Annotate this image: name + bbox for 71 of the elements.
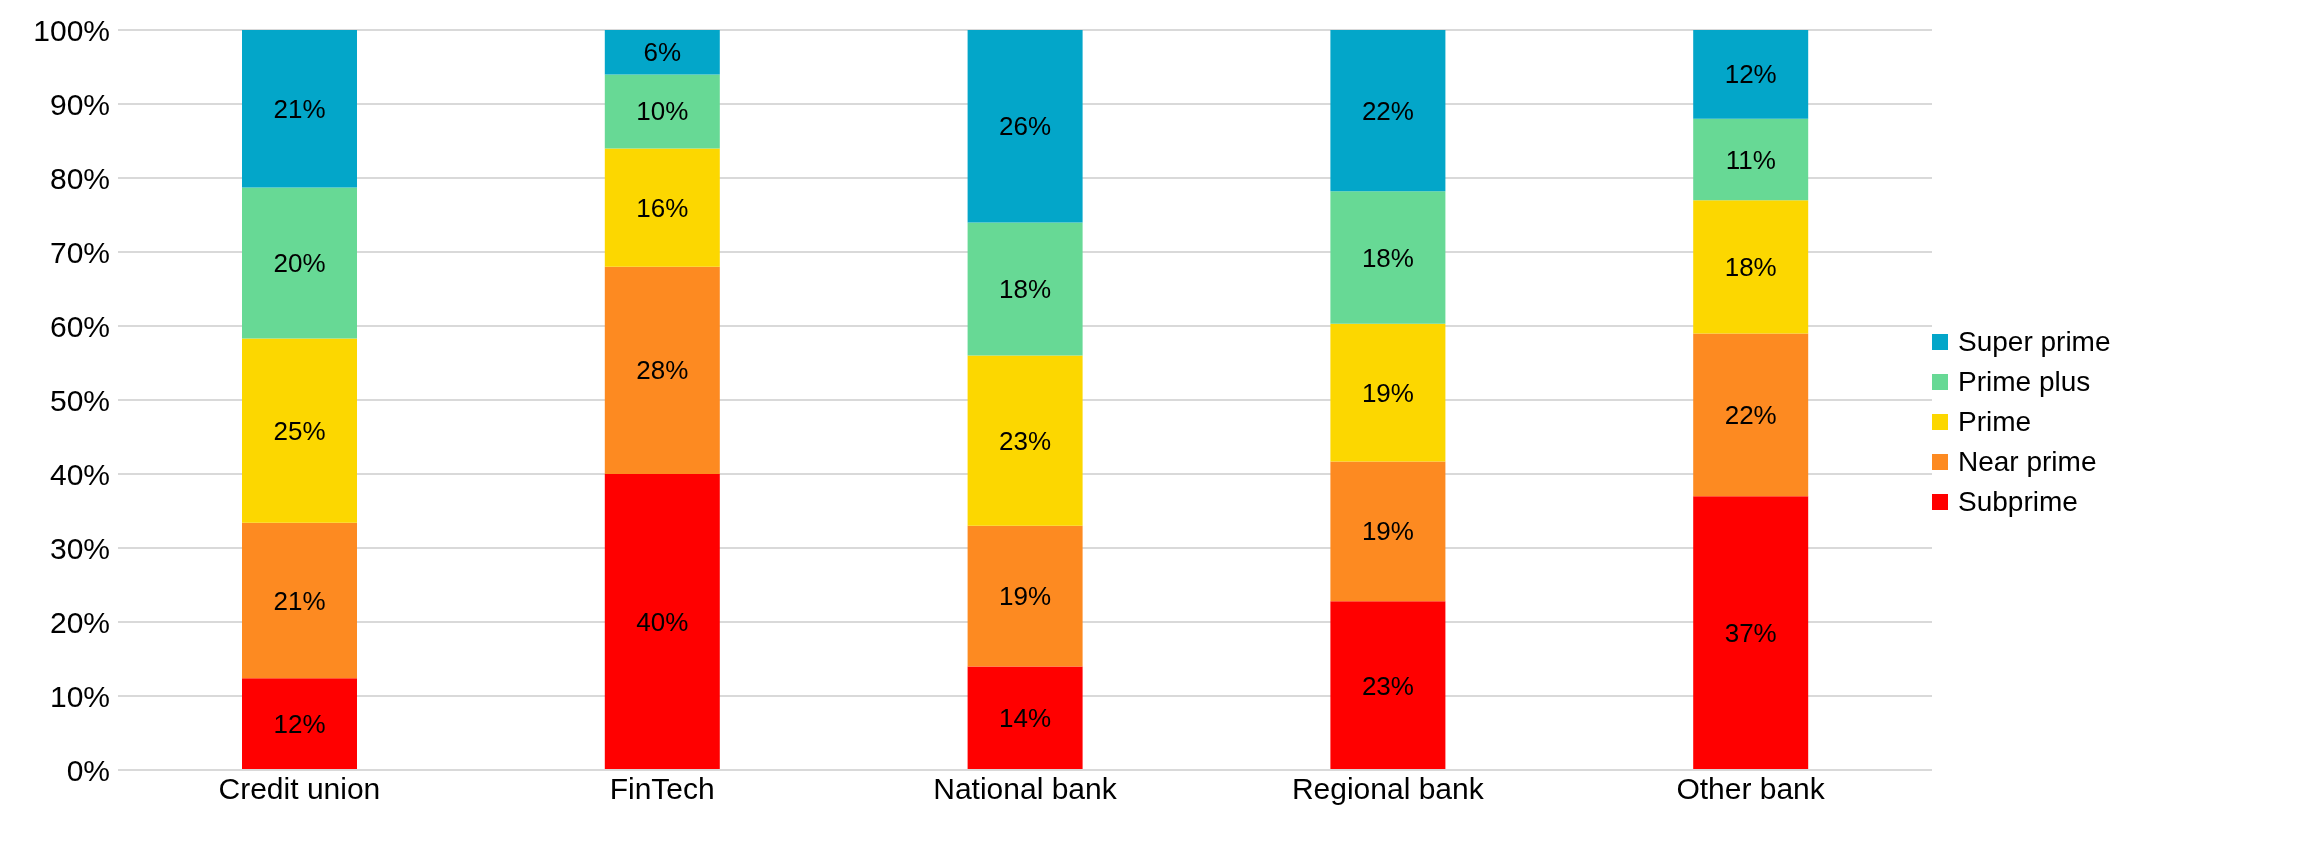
data-label: 14% [999,703,1052,734]
y-tick-label: 30% [49,531,110,565]
data-label: 10% [636,96,689,127]
data-label: 28% [636,355,689,386]
bar [242,678,357,770]
y-tick-label: 80% [49,161,110,195]
data-label: 20% [273,248,326,279]
bar [242,338,357,523]
x-tick-label: Regional bank [1291,772,1485,806]
x-tick-label: Credit union [218,772,381,806]
y-tick-label: 10% [49,679,110,713]
data-label: 16% [636,192,689,223]
data-label: 25% [273,415,326,446]
data-label: 18% [1361,242,1414,273]
y-tick-label: 70% [49,235,110,269]
data-label: 40% [636,607,689,637]
y-tick-label: 100% [33,13,110,47]
x-tick-label: FinTech [609,772,715,806]
bar [604,30,720,75]
legend-label: Prime [1958,405,2032,438]
y-tick-label: 60% [49,309,110,343]
data-label: 26% [999,111,1052,142]
bar [604,74,720,149]
bar [1330,323,1446,462]
data-label: 22% [1724,399,1777,430]
data-label: 18% [999,274,1052,304]
legend-label: Near prime [1958,445,2097,478]
data-label: 12% [1724,59,1777,90]
data-label: 22% [1361,95,1414,126]
bar [967,222,1083,356]
bar [967,525,1083,667]
bar [604,474,720,770]
data-label: 18% [1724,251,1777,282]
y-tick-label: 50% [49,383,110,417]
data-label: 19% [999,581,1052,612]
data-label: 19% [1361,377,1414,408]
x-tick-label: National bank [933,772,1118,806]
bar [242,30,357,188]
data-label: 12% [273,709,326,740]
data-label: 21% [273,93,326,124]
y-tick-label: 20% [49,605,110,639]
data-label: 11% [1725,144,1776,175]
bar [1330,191,1446,324]
y-tick-label: 90% [49,87,110,121]
data-label: 21% [273,585,326,616]
data-label: 23% [1361,670,1414,701]
bar [1693,333,1809,497]
bar [1693,200,1809,334]
bar [1330,601,1446,770]
x-tick-label: Other bank [1676,772,1826,806]
bar [967,30,1083,223]
bar [1693,30,1809,119]
bar [1330,30,1446,192]
data-label: 6% [643,37,682,68]
data-label: 23% [999,425,1052,456]
bar [1693,118,1809,201]
legend-label: Subprime [1958,485,2078,518]
bar [604,148,720,267]
bar [967,666,1083,770]
legend-label: Prime plus [1958,365,2091,398]
bar [967,355,1083,526]
y-tick-label: 0% [66,753,110,787]
data-label: 19% [1361,516,1414,547]
legend-label: Super prime [1958,325,2111,358]
bar [604,266,720,474]
bar [1693,496,1809,770]
bar [1330,461,1446,602]
bar [242,187,357,339]
y-tick-label: 40% [49,457,110,491]
bar [242,522,357,679]
data-label: 37% [1724,618,1777,649]
